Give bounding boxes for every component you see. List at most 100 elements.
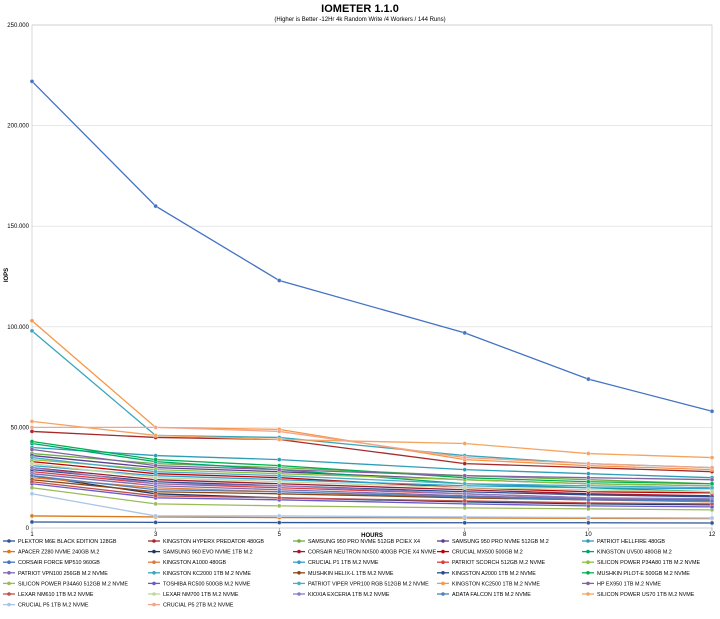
legend-swatch-marker <box>441 539 445 543</box>
y-tick-label: 0 <box>26 526 30 532</box>
series-20 <box>29 485 715 513</box>
legend-item: PATRIOT SCORCH 512GB M.2 NVME <box>437 560 546 566</box>
legend-label: PATRIOT VPN100 256GB M.2 NVME <box>18 571 108 577</box>
y-axis-label: IOPS <box>4 268 10 282</box>
data-point <box>462 330 467 335</box>
legend-swatch-marker <box>152 602 156 607</box>
legend-item: SAMSUNG 950 PRO NVME 512GB PCIEX X4 <box>293 539 420 545</box>
data-point <box>709 498 715 503</box>
legend-swatch-marker <box>7 581 11 586</box>
legend-swatch-marker <box>297 560 301 564</box>
legend-item: KINGSTON A1000 480GB <box>148 560 227 566</box>
legend-swatch-marker <box>152 549 156 554</box>
series-lines <box>29 79 715 526</box>
legend-swatch-marker <box>441 560 445 564</box>
legend-label: SAMSUNG 950 PRO NVME 512GB M.2 <box>452 539 549 545</box>
series-26 <box>29 461 715 494</box>
data-point <box>709 520 715 526</box>
data-point <box>277 463 282 468</box>
series-line <box>31 458 713 487</box>
data-point <box>29 79 35 84</box>
legend-label: CRUCIAL P5 1TB M.2 NVME <box>18 603 89 609</box>
y-tick-label: 200.000 <box>7 124 29 130</box>
y-tick-label: 250.000 <box>7 23 29 29</box>
data-point <box>462 481 467 486</box>
series-line <box>31 481 713 505</box>
chart-title: IOMETER 1.1.0 <box>321 3 399 15</box>
data-point <box>29 519 35 525</box>
legend-swatch-marker <box>586 560 590 564</box>
legend-item: PATRIOT HELLFIRE 480GB <box>582 539 665 545</box>
data-point <box>709 455 715 460</box>
data-point <box>586 487 591 492</box>
legend-label: CORSAIR NEUTRON NX500 400GB PCIE X4 NVME <box>308 550 437 556</box>
legend-swatch-marker <box>152 560 156 564</box>
legend-label: KINGSTON UV500 480GB M.2 <box>597 550 672 556</box>
data-point <box>153 469 158 474</box>
data-point <box>277 278 282 283</box>
data-point <box>277 503 282 509</box>
legend-label: SILICON POWER US70 1TB M.2 NVME <box>597 592 695 598</box>
data-point <box>277 467 282 472</box>
legend-swatch-marker <box>297 549 301 554</box>
series-0 <box>29 519 715 526</box>
data-point <box>29 455 35 460</box>
y-tick-label: 150.000 <box>7 224 29 230</box>
legend-label: KINGSTON KC2500 1TB M.2 NVME <box>452 581 540 587</box>
legend-label: KINGSTON A1000 480GB <box>163 560 227 566</box>
data-point <box>709 409 715 414</box>
series-28 <box>29 473 715 503</box>
legend-swatch-marker <box>586 581 590 586</box>
data-point <box>709 485 715 490</box>
legend-swatch-marker <box>7 560 11 564</box>
series-line <box>31 448 713 481</box>
legend-item: MUSHKIN PILOT-E 500GB M.2 NVME <box>582 571 690 577</box>
data-point <box>153 203 158 209</box>
series-line <box>31 466 713 497</box>
y-tick-label: 100.000 <box>7 325 29 331</box>
series-line <box>31 473 713 502</box>
data-point <box>29 419 35 424</box>
legend-item: KIOXIA EXCERIA 1TB M.2 NVME <box>293 592 390 598</box>
series-line <box>31 493 713 519</box>
series-line <box>31 515 713 520</box>
legend-label: MUSHKIN HELIX-L 1TB M.2 NVME <box>308 571 394 577</box>
data-point <box>153 453 158 458</box>
data-point <box>586 461 591 466</box>
legend-swatch-marker <box>586 549 590 554</box>
legend-swatch-marker <box>297 592 301 596</box>
data-point <box>462 461 467 466</box>
data-point <box>29 461 35 466</box>
data-point <box>153 475 158 480</box>
legend-swatch-marker <box>297 571 301 575</box>
legend-item: SAMSUNG 960 EVO NVME 1TB M.2 <box>148 550 253 556</box>
data-point <box>153 513 158 519</box>
legend-label: SAMSUNG 950 PRO NVME 512GB PCIEX X4 <box>308 539 420 545</box>
legend-item: KINGSTON KC2500 1TB M.2 NVME <box>437 581 540 587</box>
legend-label: SILICON POWER P34A80 1TB M.2 NVME <box>597 560 700 566</box>
x-tick-label: 10 <box>585 532 592 538</box>
legend-label: PATRIOT SCORCH 512GB M.2 NVME <box>452 560 546 566</box>
legend-item: CRUCIAL P5 1TB M.2 NVME <box>3 603 89 609</box>
data-point <box>277 437 282 442</box>
series-30 <box>29 491 715 521</box>
legend-item: CORSAIR FORCE MP510 960GB <box>3 560 100 566</box>
data-point <box>462 467 467 472</box>
legend-swatch-marker <box>152 581 156 586</box>
data-point <box>586 497 591 502</box>
legend-item: CRUCIAL P1 1TB M.2 NVME <box>293 560 379 566</box>
data-point <box>586 515 591 520</box>
legend: PLEXTOR M6E BLACK EDITION 128GB KINGSTON … <box>3 539 700 609</box>
series-line <box>31 483 713 508</box>
legend-swatch-marker <box>441 571 445 575</box>
legend-label: TOSHIBA RC500 500GB M.2 NVME <box>163 581 251 587</box>
data-point <box>29 465 35 470</box>
data-point <box>153 520 158 525</box>
legend-label: CRUCIAL P1 1TB M.2 NVME <box>308 560 379 566</box>
y-axis-ticks: 0 50.000 100.000 150.000 200.000 250.000 <box>7 23 29 532</box>
legend-swatch-marker <box>586 539 590 543</box>
legend-swatch-marker <box>586 571 590 575</box>
data-point <box>462 520 467 525</box>
legend-swatch-marker <box>586 592 590 596</box>
data-point <box>709 465 715 470</box>
